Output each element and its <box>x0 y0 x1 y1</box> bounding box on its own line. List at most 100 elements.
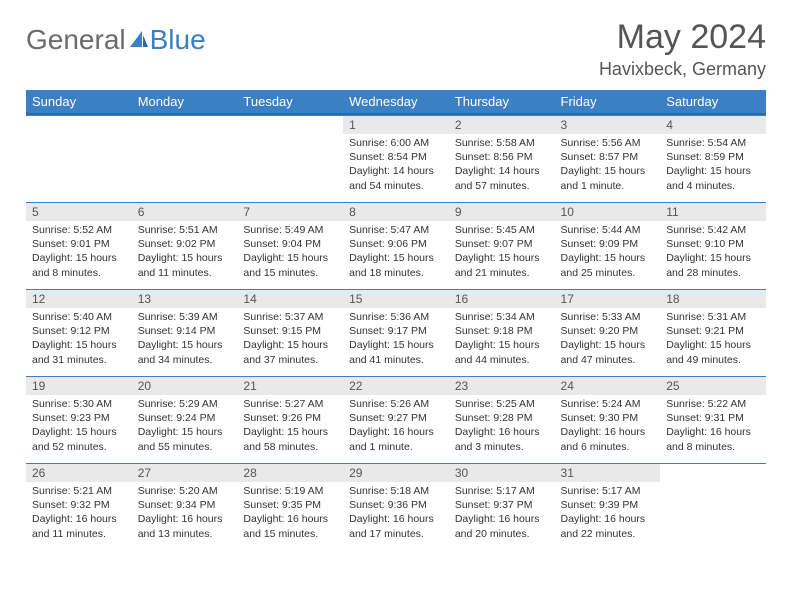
weekday-header: Wednesday <box>343 90 449 114</box>
calendar-cell-header: 18 <box>660 289 766 308</box>
empty-cell <box>660 463 766 481</box>
day-number-row: 1234 <box>26 114 766 134</box>
weekday-header: Saturday <box>660 90 766 114</box>
day-details: Sunrise: 5:47 AMSunset: 9:06 PMDaylight:… <box>343 221 449 284</box>
day-number: 9 <box>449 202 555 221</box>
day-details: Sunrise: 5:51 AMSunset: 9:02 PMDaylight:… <box>132 221 238 284</box>
calendar-cell-header: 23 <box>449 376 555 395</box>
day-number: 24 <box>555 376 661 395</box>
calendar-cell-header: 29 <box>343 463 449 482</box>
calendar-cell-body: Sunrise: 5:58 AMSunset: 8:56 PMDaylight:… <box>449 134 555 202</box>
calendar-cell-body: Sunrise: 5:19 AMSunset: 9:35 PMDaylight:… <box>237 482 343 550</box>
day-number: 11 <box>660 202 766 221</box>
calendar-cell-empty <box>132 114 238 134</box>
calendar-cell-header: 13 <box>132 289 238 308</box>
calendar-cell-header: 26 <box>26 463 132 482</box>
day-number: 5 <box>26 202 132 221</box>
day-number: 27 <box>132 463 238 482</box>
calendar-cell-header: 12 <box>26 289 132 308</box>
day-number: 31 <box>555 463 661 482</box>
calendar-cell-body: Sunrise: 5:18 AMSunset: 9:36 PMDaylight:… <box>343 482 449 550</box>
page-title: May 2024 <box>599 18 766 57</box>
weekday-header: Thursday <box>449 90 555 114</box>
calendar-cell-body: Sunrise: 5:20 AMSunset: 9:34 PMDaylight:… <box>132 482 238 550</box>
calendar-cell-empty <box>660 463 766 482</box>
calendar-cell-header: 5 <box>26 202 132 221</box>
calendar-table: SundayMondayTuesdayWednesdayThursdayFrid… <box>26 90 766 550</box>
day-number-row: 19202122232425 <box>26 376 766 395</box>
calendar-cell-header: 11 <box>660 202 766 221</box>
calendar-cell-empty <box>237 134 343 202</box>
calendar-cell-empty <box>660 482 766 550</box>
calendar-cell-empty <box>237 114 343 134</box>
day-details: Sunrise: 5:49 AMSunset: 9:04 PMDaylight:… <box>237 221 343 284</box>
day-number: 25 <box>660 376 766 395</box>
day-details: Sunrise: 5:21 AMSunset: 9:32 PMDaylight:… <box>26 482 132 545</box>
header: General Blue May 2024 Havixbeck, Germany <box>26 18 766 80</box>
day-details: Sunrise: 5:17 AMSunset: 9:37 PMDaylight:… <box>449 482 555 545</box>
calendar-cell-header: 20 <box>132 376 238 395</box>
day-number-row: 12131415161718 <box>26 289 766 308</box>
empty-cell <box>26 115 132 133</box>
day-details: Sunrise: 5:31 AMSunset: 9:21 PMDaylight:… <box>660 308 766 371</box>
calendar-cell-header: 21 <box>237 376 343 395</box>
calendar-cell-header: 31 <box>555 463 661 482</box>
calendar-cell-header: 15 <box>343 289 449 308</box>
calendar-cell-body: Sunrise: 5:29 AMSunset: 9:24 PMDaylight:… <box>132 395 238 463</box>
day-details: Sunrise: 5:20 AMSunset: 9:34 PMDaylight:… <box>132 482 238 545</box>
day-details: Sunrise: 5:42 AMSunset: 9:10 PMDaylight:… <box>660 221 766 284</box>
calendar-cell-body: Sunrise: 5:21 AMSunset: 9:32 PMDaylight:… <box>26 482 132 550</box>
day-body-row: Sunrise: 6:00 AMSunset: 8:54 PMDaylight:… <box>26 134 766 202</box>
empty-cell <box>237 115 343 133</box>
calendar-cell-body: Sunrise: 5:24 AMSunset: 9:30 PMDaylight:… <box>555 395 661 463</box>
calendar-cell-body: Sunrise: 5:17 AMSunset: 9:37 PMDaylight:… <box>449 482 555 550</box>
calendar-cell-header: 8 <box>343 202 449 221</box>
day-details: Sunrise: 5:29 AMSunset: 9:24 PMDaylight:… <box>132 395 238 458</box>
calendar-cell-empty <box>26 114 132 134</box>
day-details: Sunrise: 5:36 AMSunset: 9:17 PMDaylight:… <box>343 308 449 371</box>
location-subtitle: Havixbeck, Germany <box>599 59 766 80</box>
day-details: Sunrise: 5:40 AMSunset: 9:12 PMDaylight:… <box>26 308 132 371</box>
day-number: 19 <box>26 376 132 395</box>
weekday-header: Monday <box>132 90 238 114</box>
day-number: 14 <box>237 289 343 308</box>
weekday-header-row: SundayMondayTuesdayWednesdayThursdayFrid… <box>26 90 766 114</box>
day-number: 10 <box>555 202 661 221</box>
calendar-cell-body: Sunrise: 5:31 AMSunset: 9:21 PMDaylight:… <box>660 308 766 376</box>
calendar-cell-header: 30 <box>449 463 555 482</box>
calendar-cell-body: Sunrise: 5:54 AMSunset: 8:59 PMDaylight:… <box>660 134 766 202</box>
day-number: 18 <box>660 289 766 308</box>
weekday-header: Sunday <box>26 90 132 114</box>
calendar-cell-body: Sunrise: 5:49 AMSunset: 9:04 PMDaylight:… <box>237 221 343 289</box>
calendar-cell-empty <box>26 134 132 202</box>
day-details: Sunrise: 5:56 AMSunset: 8:57 PMDaylight:… <box>555 134 661 197</box>
day-number: 23 <box>449 376 555 395</box>
calendar-cell-header: 24 <box>555 376 661 395</box>
calendar-cell-body: Sunrise: 5:52 AMSunset: 9:01 PMDaylight:… <box>26 221 132 289</box>
day-body-row: Sunrise: 5:52 AMSunset: 9:01 PMDaylight:… <box>26 221 766 289</box>
calendar-cell-header: 9 <box>449 202 555 221</box>
day-details: Sunrise: 5:25 AMSunset: 9:28 PMDaylight:… <box>449 395 555 458</box>
calendar-cell-body: Sunrise: 5:26 AMSunset: 9:27 PMDaylight:… <box>343 395 449 463</box>
day-number: 3 <box>555 115 661 134</box>
day-details: Sunrise: 5:44 AMSunset: 9:09 PMDaylight:… <box>555 221 661 284</box>
calendar-cell-body: Sunrise: 5:51 AMSunset: 9:02 PMDaylight:… <box>132 221 238 289</box>
calendar-cell-body: Sunrise: 6:00 AMSunset: 8:54 PMDaylight:… <box>343 134 449 202</box>
calendar-cell-body: Sunrise: 5:47 AMSunset: 9:06 PMDaylight:… <box>343 221 449 289</box>
calendar-cell-header: 22 <box>343 376 449 395</box>
day-number: 13 <box>132 289 238 308</box>
day-body-row: Sunrise: 5:40 AMSunset: 9:12 PMDaylight:… <box>26 308 766 376</box>
day-number: 29 <box>343 463 449 482</box>
day-number: 17 <box>555 289 661 308</box>
calendar-cell-header: 6 <box>132 202 238 221</box>
day-number: 2 <box>449 115 555 134</box>
day-details: Sunrise: 5:54 AMSunset: 8:59 PMDaylight:… <box>660 134 766 197</box>
calendar-cell-body: Sunrise: 5:37 AMSunset: 9:15 PMDaylight:… <box>237 308 343 376</box>
calendar-cell-body: Sunrise: 5:44 AMSunset: 9:09 PMDaylight:… <box>555 221 661 289</box>
day-number: 1 <box>343 115 449 134</box>
day-number: 7 <box>237 202 343 221</box>
day-details: Sunrise: 5:52 AMSunset: 9:01 PMDaylight:… <box>26 221 132 284</box>
calendar-cell-empty <box>132 134 238 202</box>
weekday-header: Friday <box>555 90 661 114</box>
day-number-row: 567891011 <box>26 202 766 221</box>
